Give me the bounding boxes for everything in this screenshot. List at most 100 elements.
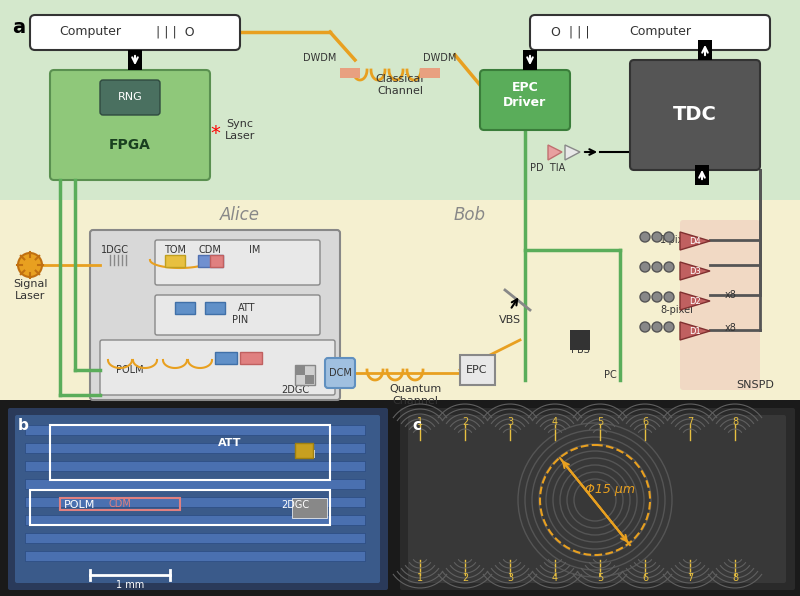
Bar xyxy=(295,365,315,385)
Bar xyxy=(25,443,365,453)
Text: CDM: CDM xyxy=(109,499,131,509)
Polygon shape xyxy=(680,232,710,250)
Text: 4: 4 xyxy=(552,573,558,583)
Bar xyxy=(570,330,590,350)
Text: PC: PC xyxy=(604,370,616,380)
FancyBboxPatch shape xyxy=(90,230,340,400)
Bar xyxy=(198,255,223,267)
Text: 6: 6 xyxy=(642,417,648,427)
Text: VBS: VBS xyxy=(499,315,521,325)
Bar xyxy=(240,352,262,364)
Text: 3: 3 xyxy=(507,417,513,427)
Text: 8: 8 xyxy=(732,417,738,427)
FancyBboxPatch shape xyxy=(155,240,320,285)
FancyBboxPatch shape xyxy=(8,408,388,590)
Circle shape xyxy=(640,262,650,272)
FancyBboxPatch shape xyxy=(100,340,335,395)
Text: 8-pixel: 8-pixel xyxy=(660,305,693,315)
Text: 1DGC: 1DGC xyxy=(101,245,129,255)
Text: Φ15 μm: Φ15 μm xyxy=(585,483,635,496)
Text: TDC: TDC xyxy=(673,105,717,125)
Text: POLM: POLM xyxy=(116,365,144,375)
Bar xyxy=(305,375,314,384)
Bar xyxy=(165,255,185,267)
Text: 1-pixel: 1-pixel xyxy=(660,235,693,245)
Text: ATT: ATT xyxy=(218,438,242,448)
Text: c: c xyxy=(412,418,421,433)
Text: 5: 5 xyxy=(597,573,603,583)
Text: 2DGC: 2DGC xyxy=(281,385,309,395)
Text: 8: 8 xyxy=(732,573,738,583)
Text: EPC: EPC xyxy=(466,365,488,375)
Text: RNG: RNG xyxy=(118,92,142,102)
Polygon shape xyxy=(680,322,710,340)
Polygon shape xyxy=(565,145,580,160)
Text: FPGA: FPGA xyxy=(109,138,151,152)
Text: Alice: Alice xyxy=(220,206,260,224)
Text: PBS: PBS xyxy=(570,345,590,355)
Text: D1: D1 xyxy=(689,327,701,336)
Text: Computer: Computer xyxy=(59,26,121,39)
Text: *: * xyxy=(210,123,220,142)
Bar xyxy=(30,490,330,525)
Bar xyxy=(25,461,365,471)
Text: 2: 2 xyxy=(462,573,468,583)
Text: b: b xyxy=(18,418,29,433)
Circle shape xyxy=(664,322,674,332)
Circle shape xyxy=(652,262,662,272)
Bar xyxy=(128,50,142,70)
Circle shape xyxy=(652,232,662,242)
Text: DCM: DCM xyxy=(329,368,351,378)
Text: PD  TIA: PD TIA xyxy=(530,163,566,173)
Text: PIN: PIN xyxy=(232,315,248,325)
Bar xyxy=(25,533,365,543)
Bar xyxy=(50,425,330,480)
FancyBboxPatch shape xyxy=(325,358,355,388)
Bar xyxy=(25,551,365,561)
Bar xyxy=(25,479,365,489)
FancyBboxPatch shape xyxy=(155,295,320,335)
Bar xyxy=(420,68,440,78)
Text: 3: 3 xyxy=(507,573,513,583)
Text: 7: 7 xyxy=(687,573,693,583)
Circle shape xyxy=(664,292,674,302)
Text: 2: 2 xyxy=(462,417,468,427)
Text: Bob: Bob xyxy=(454,206,486,224)
Text: a: a xyxy=(12,18,25,37)
Circle shape xyxy=(664,262,674,272)
Bar xyxy=(292,498,327,518)
Text: Sync
Laser: Sync Laser xyxy=(225,119,255,141)
Text: D3: D3 xyxy=(689,266,701,275)
Text: 7: 7 xyxy=(687,417,693,427)
Polygon shape xyxy=(680,262,710,280)
Bar xyxy=(0,200,800,400)
Text: D2: D2 xyxy=(689,296,701,306)
Text: Classical
Channel: Classical Channel xyxy=(376,74,424,96)
Text: x8: x8 xyxy=(725,323,737,333)
Polygon shape xyxy=(680,292,710,310)
FancyBboxPatch shape xyxy=(408,415,786,583)
FancyBboxPatch shape xyxy=(100,80,160,115)
Bar xyxy=(295,443,313,458)
Circle shape xyxy=(640,232,650,242)
Bar xyxy=(25,515,365,525)
Text: 1: 1 xyxy=(417,417,423,427)
Text: TOM: TOM xyxy=(164,245,186,255)
Text: Quantum
Channel: Quantum Channel xyxy=(389,384,441,406)
Text: IM: IM xyxy=(303,450,317,460)
Circle shape xyxy=(640,322,650,332)
Text: POLM: POLM xyxy=(64,500,96,510)
Text: 1 mm: 1 mm xyxy=(116,580,144,590)
Text: x8: x8 xyxy=(725,290,737,300)
Circle shape xyxy=(18,253,42,277)
Text: O  | | |: O | | | xyxy=(550,26,590,39)
Bar xyxy=(210,255,223,267)
Bar xyxy=(695,165,709,185)
Text: IM: IM xyxy=(250,245,261,255)
Text: ATT: ATT xyxy=(238,303,255,313)
Bar xyxy=(340,68,360,78)
FancyBboxPatch shape xyxy=(30,15,240,50)
FancyBboxPatch shape xyxy=(680,220,760,390)
Text: 1: 1 xyxy=(417,573,423,583)
FancyBboxPatch shape xyxy=(15,415,380,583)
